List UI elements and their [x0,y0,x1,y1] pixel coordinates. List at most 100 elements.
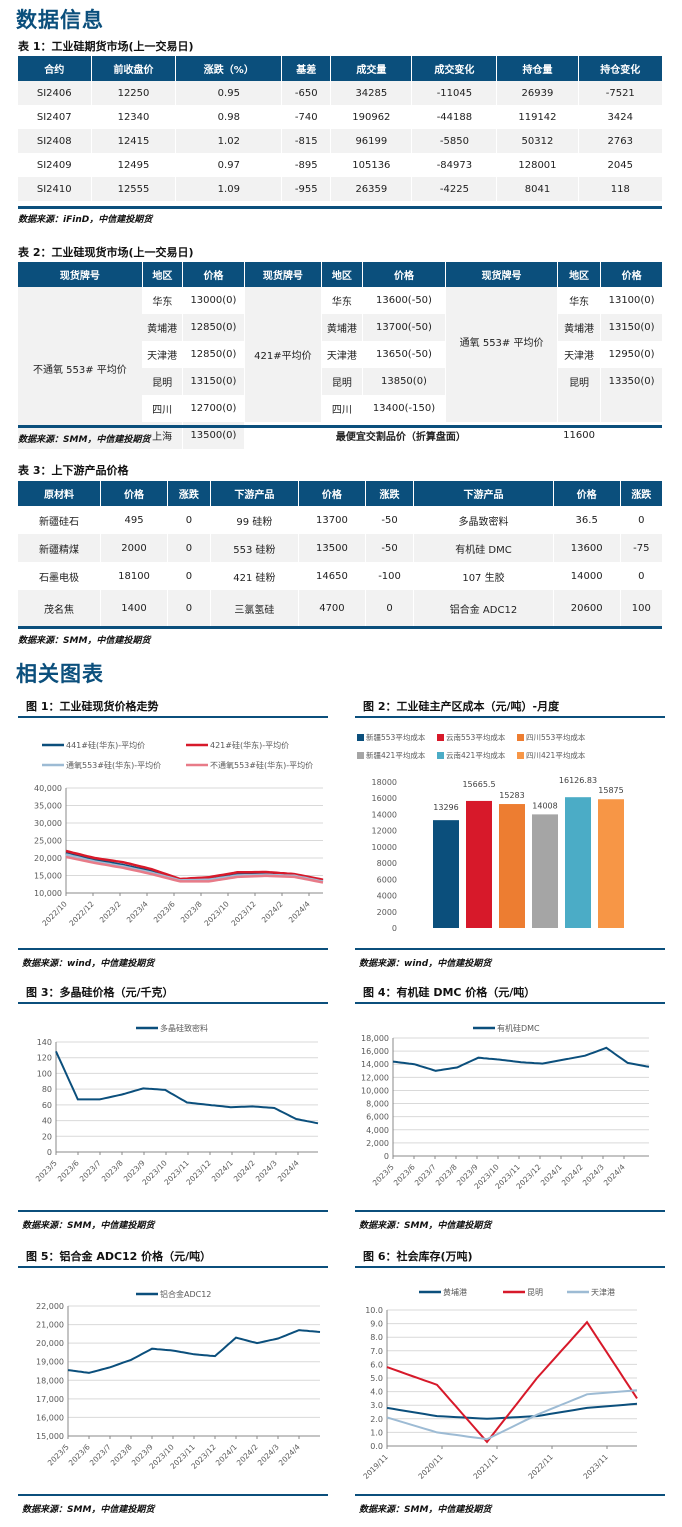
figure-title: 图 4：有机硅 DMC 价格（元/吨） [363,986,536,999]
svg-text:2023/5: 2023/5 [371,1162,396,1187]
svg-text:四川553平均成本: 四川553平均成本 [526,732,586,742]
svg-text:多晶硅致密料: 多晶硅致密料 [160,1023,208,1033]
table-cell: 0 [166,506,211,534]
svg-text:15665.5: 15665.5 [462,780,495,789]
svg-text:1.0: 1.0 [370,1428,383,1437]
table-cell: 20600 [552,590,621,626]
table-cell: 26939 [496,81,579,105]
table-cell: 50312 [496,129,579,153]
svg-text:80: 80 [42,1085,52,1094]
svg-text:100: 100 [37,1069,52,1078]
grade-cell: 421#平均价 [243,287,322,422]
svg-text:14000: 14000 [372,810,397,819]
svg-text:2024/2: 2024/2 [260,899,285,924]
table2-header: 价格 [181,262,245,287]
svg-text:20,000: 20,000 [34,854,62,863]
table2-header: 现货牌号 [18,262,143,287]
table-cell: 0 [166,562,211,590]
price-cell: 13850(0) [361,368,446,395]
table-row: SI2406 12250 0.95 -650 34285 -11045 26939 -7521 [18,81,662,105]
svg-text:140: 140 [37,1038,52,1047]
table-cell: -7521 [577,81,662,105]
svg-text:15283: 15283 [499,791,524,800]
table-cell: 1400 [100,590,168,626]
svg-text:2023/6: 2023/6 [392,1162,417,1187]
svg-text:2023/7: 2023/7 [413,1162,438,1187]
table-cell: 96199 [330,129,412,153]
table-cell: 14650 [297,562,366,590]
svg-text:12000: 12000 [372,827,397,836]
table-cell: 12340 [90,105,176,129]
table3-header: 价格 [100,481,168,506]
svg-text:9.0: 9.0 [370,1320,383,1329]
table-cell: -50 [364,506,414,534]
svg-text:6.0: 6.0 [370,1360,383,1369]
figure-title-rule [18,1266,328,1268]
figure-title: 图 3：多晶硅价格（元/千克） [26,986,174,999]
chart-fig5: 15,000 16,000 17,000 18,000 19,000 20,000 21,0… [36,1289,321,1471]
table-cell: 0 [166,590,211,626]
svg-text:2023/7: 2023/7 [88,1442,113,1467]
figure-bottom-rule [18,948,328,950]
figure-source: 数据来源：wind，中信建投期货 [22,959,155,969]
table-cell: -895 [281,153,331,177]
svg-text:铝合金ADC12: 铝合金ADC12 [160,1289,211,1299]
chart-fig2: 0 2000 4000 6000 8000 10000 12000 14000 16000 180… [357,732,624,933]
table3-caption: 表 3：上下游产品价格 [18,464,129,477]
region-cell: 昆明 [142,368,183,395]
table-cell: 12415 [90,129,176,153]
table-cell: 119142 [496,105,579,129]
table-cell: 118 [577,177,662,201]
table-cell: 26359 [330,177,412,201]
svg-text:2024/3: 2024/3 [581,1162,606,1187]
table-cell: 12555 [90,177,176,201]
table1-header: 成交变化 [411,56,497,81]
svg-text:15,000: 15,000 [34,872,62,881]
table1-header: 基差 [281,56,331,81]
table-cell: 3424 [577,105,662,129]
table-cell: -4225 [411,177,497,201]
table-cell: SI2407 [36,111,72,123]
empty-cell [445,395,558,422]
svg-text:441#硅(华东)-平均价: 441#硅(华东)-平均价 [66,740,145,750]
table-cell: 13600 [552,534,621,562]
svg-text:35,000: 35,000 [34,802,62,811]
table-cell: 18100 [100,562,168,590]
table3-header: 价格 [297,481,366,506]
svg-text:0: 0 [392,924,397,933]
table-cell: 0 [364,590,414,626]
chart-fig4: 0 2,000 4,000 6,000 8,000 10,000 12,000 14,000 1… [361,1023,650,1191]
table-cell: 0 [619,506,662,534]
bar [598,799,624,928]
table-cell: SI2406 [18,81,92,105]
svg-text:421#硅(华东)-平均价: 421#硅(华东)-平均价 [210,740,289,750]
svg-text:2023/6: 2023/6 [56,1158,81,1183]
table-cell: -11045 [411,81,497,105]
series-line [65,855,324,884]
figure-source: 数据来源：SMM，中信建投期货 [22,1505,155,1515]
svg-text:15875: 15875 [598,786,623,795]
region-cell: 四川 [152,405,173,416]
table-cell: -650 [281,81,331,105]
series-line [55,1050,319,1125]
svg-text:新疆553平均成本: 新疆553平均成本 [366,732,426,742]
table-cell: -44188 [411,105,497,129]
svg-text:2021/11: 2021/11 [471,1452,500,1480]
table-cell: -5850 [411,129,497,153]
svg-text:2.0: 2.0 [370,1415,383,1424]
svg-text:2023/12: 2023/12 [229,899,258,928]
svg-text:2022/12: 2022/12 [67,899,96,928]
svg-text:2000: 2000 [377,908,397,917]
table-cell: 13500 [297,534,366,562]
table-row: 新疆硅石 495 0 99 硅粉 13700 -50 多晶致密料 36.5 0 [18,506,662,534]
svg-text:2024/4: 2024/4 [602,1162,627,1187]
svg-text:7.0: 7.0 [370,1347,383,1356]
svg-text:4.0: 4.0 [370,1388,383,1397]
figure-bottom-rule [18,1494,328,1496]
table3-header: 涨跌 [619,481,662,506]
table-cell: 铝合金 ADC12 [413,590,554,626]
figure-title: 图 5：铝合金 ADC12 价格（元/吨） [26,1250,212,1263]
svg-text:8000: 8000 [377,859,397,868]
figure-source: 数据来源：SMM，中信建投期货 [22,1221,155,1231]
table-cell: 36.5 [552,506,621,534]
